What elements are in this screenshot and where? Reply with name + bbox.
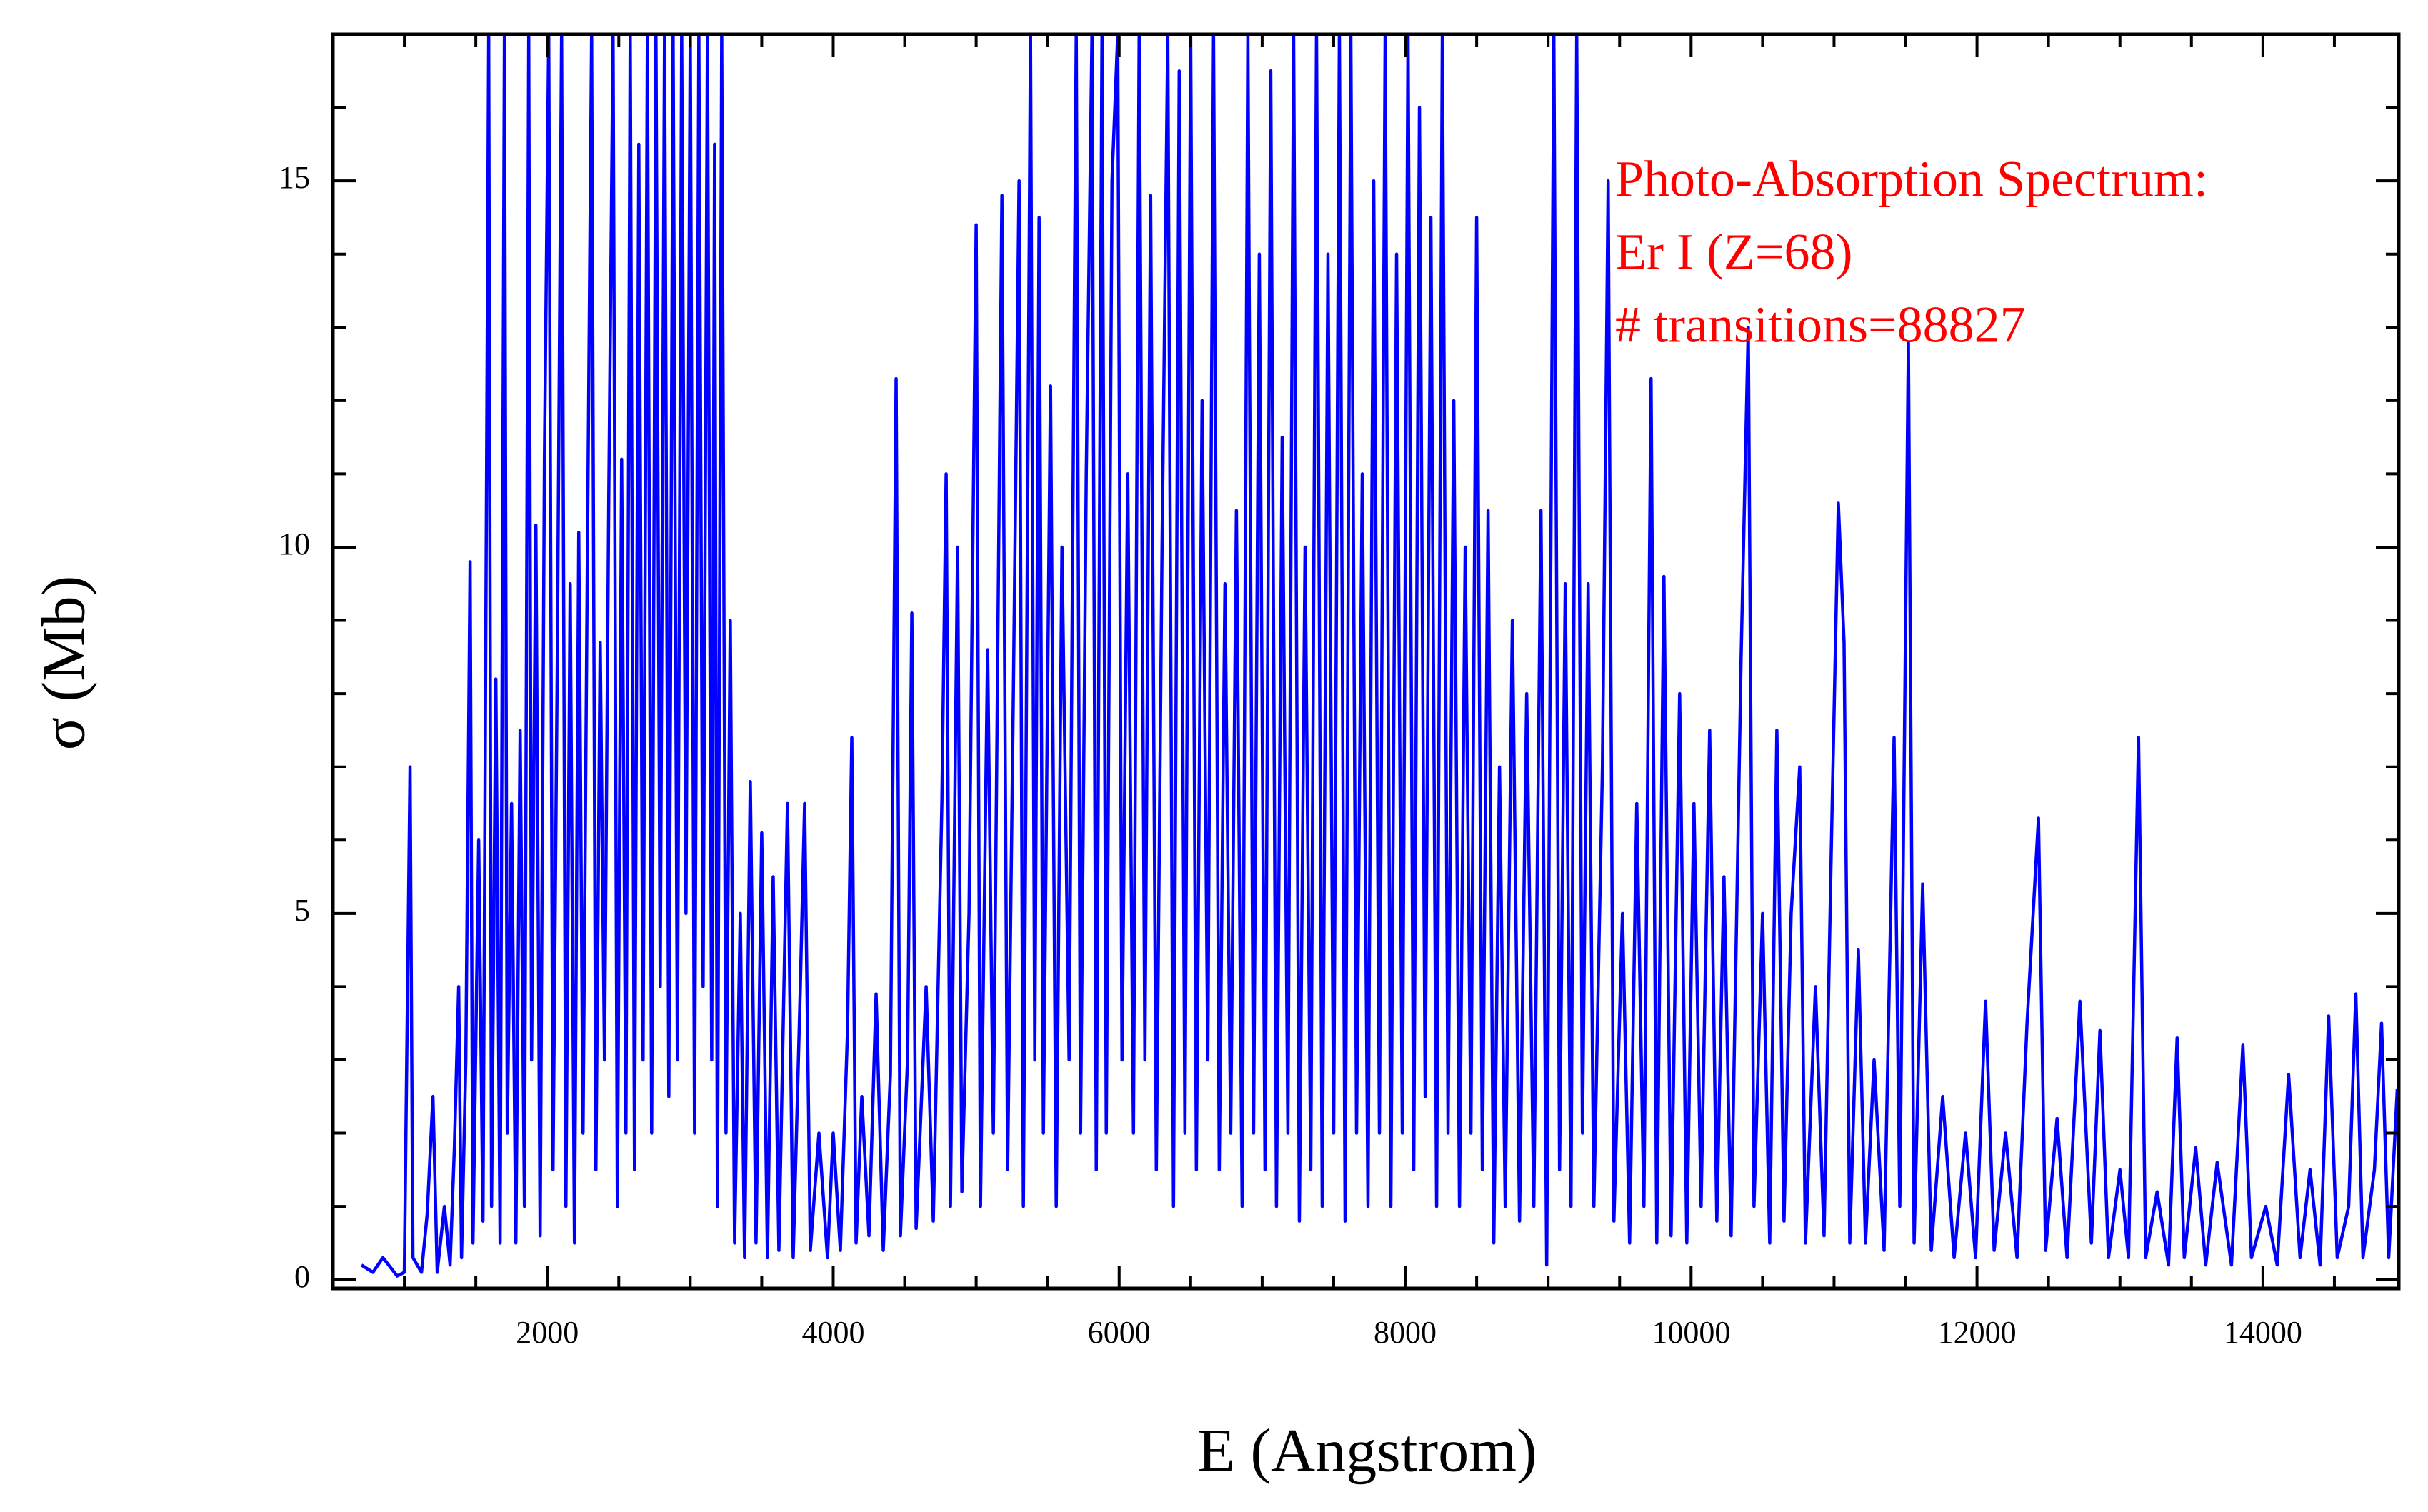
plot-frame xyxy=(331,32,2401,1291)
y-axis-label: σ (Mb) xyxy=(29,576,98,751)
x-tick-label: 12000 xyxy=(1938,1315,2017,1350)
y-tick-label: 10 xyxy=(279,526,310,561)
x-tick-label: 6000 xyxy=(1088,1315,1151,1350)
annotation: # transitions=88827 xyxy=(1615,296,2026,354)
x-axis-label: E (Angstrom) xyxy=(1197,1416,1537,1485)
annotation: Er I (Z=68) xyxy=(1615,224,1852,281)
y-tick-label: 0 xyxy=(294,1259,310,1294)
y-tick-label: 15 xyxy=(279,160,310,195)
x-tick-label: 10000 xyxy=(1652,1315,1730,1350)
x-tick-label: 14000 xyxy=(2224,1315,2302,1350)
y-tick-label: 5 xyxy=(294,893,310,928)
x-tick-label: 2000 xyxy=(516,1315,579,1350)
annotation: Photo-Absorption Spectrum: xyxy=(1615,151,2208,208)
x-tick-label: 4000 xyxy=(801,1315,864,1350)
spectrum-line xyxy=(360,34,2399,1278)
x-tick-label: 8000 xyxy=(1374,1315,1437,1350)
